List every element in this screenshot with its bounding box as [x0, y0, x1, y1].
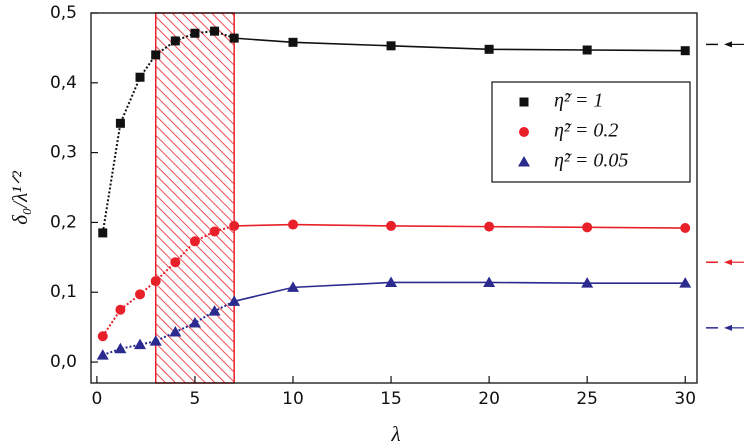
asymptote-arrowhead: [724, 41, 732, 48]
x-tick-label: 30: [674, 389, 696, 409]
asymptote-arrowhead: [724, 324, 732, 331]
legend-marker: [518, 156, 530, 167]
data-point: [680, 223, 691, 234]
data-point: [149, 335, 162, 346]
data-point: [151, 50, 161, 60]
x-tick-label: 5: [190, 389, 201, 409]
x-tick-label: 15: [380, 389, 402, 409]
legend-marker: [519, 127, 529, 137]
data-point: [386, 41, 396, 51]
data-point: [150, 276, 161, 287]
data-point: [581, 277, 594, 288]
data-point: [679, 277, 692, 288]
data-point: [680, 46, 690, 56]
fit-line-solid: [234, 223, 686, 229]
data-point: [169, 326, 182, 337]
legend-label: η̃² = 0.2: [554, 120, 618, 142]
legend-label: η̃² = 0.05: [554, 150, 628, 172]
data-point: [208, 305, 221, 316]
data-point: [189, 236, 200, 247]
y-tick-label: 0,5: [50, 3, 77, 23]
data-point: [582, 45, 592, 55]
data-point: [229, 220, 240, 231]
data-point: [170, 257, 181, 268]
data-point: [135, 72, 145, 82]
legend-marker: [519, 97, 529, 107]
data-point: [385, 276, 398, 287]
x-tick-label: 0: [91, 389, 102, 409]
data-point: [190, 28, 200, 38]
data-point: [484, 221, 495, 232]
data-point: [188, 316, 201, 328]
data-point: [228, 295, 241, 306]
data-point: [229, 33, 239, 43]
data-point: [115, 118, 125, 128]
y-tick-label: 0,1: [50, 282, 77, 302]
data-point: [134, 338, 147, 350]
data-point: [115, 304, 126, 315]
data-point: [97, 331, 108, 342]
fit-line-solid: [234, 37, 686, 52]
data-point: [483, 276, 496, 287]
x-tick-label: 10: [282, 389, 304, 409]
highlight-band: [154, 12, 235, 384]
x-axis-label: λ: [390, 422, 400, 446]
data-point: [582, 222, 593, 233]
y-tick-label: 0,4: [50, 73, 77, 93]
y-tick-label: 0,3: [50, 143, 77, 163]
data-point: [288, 219, 298, 230]
data-point: [287, 281, 299, 292]
data-point: [98, 228, 108, 238]
data-point: [288, 37, 298, 47]
data-point: [114, 342, 127, 354]
y-axis-label: δ₀/λ¹ᐟ²: [8, 171, 32, 225]
data-point: [209, 226, 220, 237]
plot-frame: [90, 12, 698, 384]
data-point: [96, 349, 109, 360]
asymptote-arrowhead: [724, 259, 732, 266]
data-point: [170, 36, 180, 46]
x-tick-label: 20: [478, 389, 500, 409]
y-tick-label: 0,2: [50, 212, 77, 232]
data-point: [484, 44, 494, 54]
data-point: [135, 289, 146, 300]
data-point: [210, 26, 220, 36]
fit-line-solid: [233, 281, 686, 303]
data-point: [386, 220, 397, 231]
y-tick-label: 0,0: [50, 352, 77, 372]
legend-label: η̃² = 1: [554, 90, 603, 112]
x-tick-label: 25: [576, 389, 598, 409]
